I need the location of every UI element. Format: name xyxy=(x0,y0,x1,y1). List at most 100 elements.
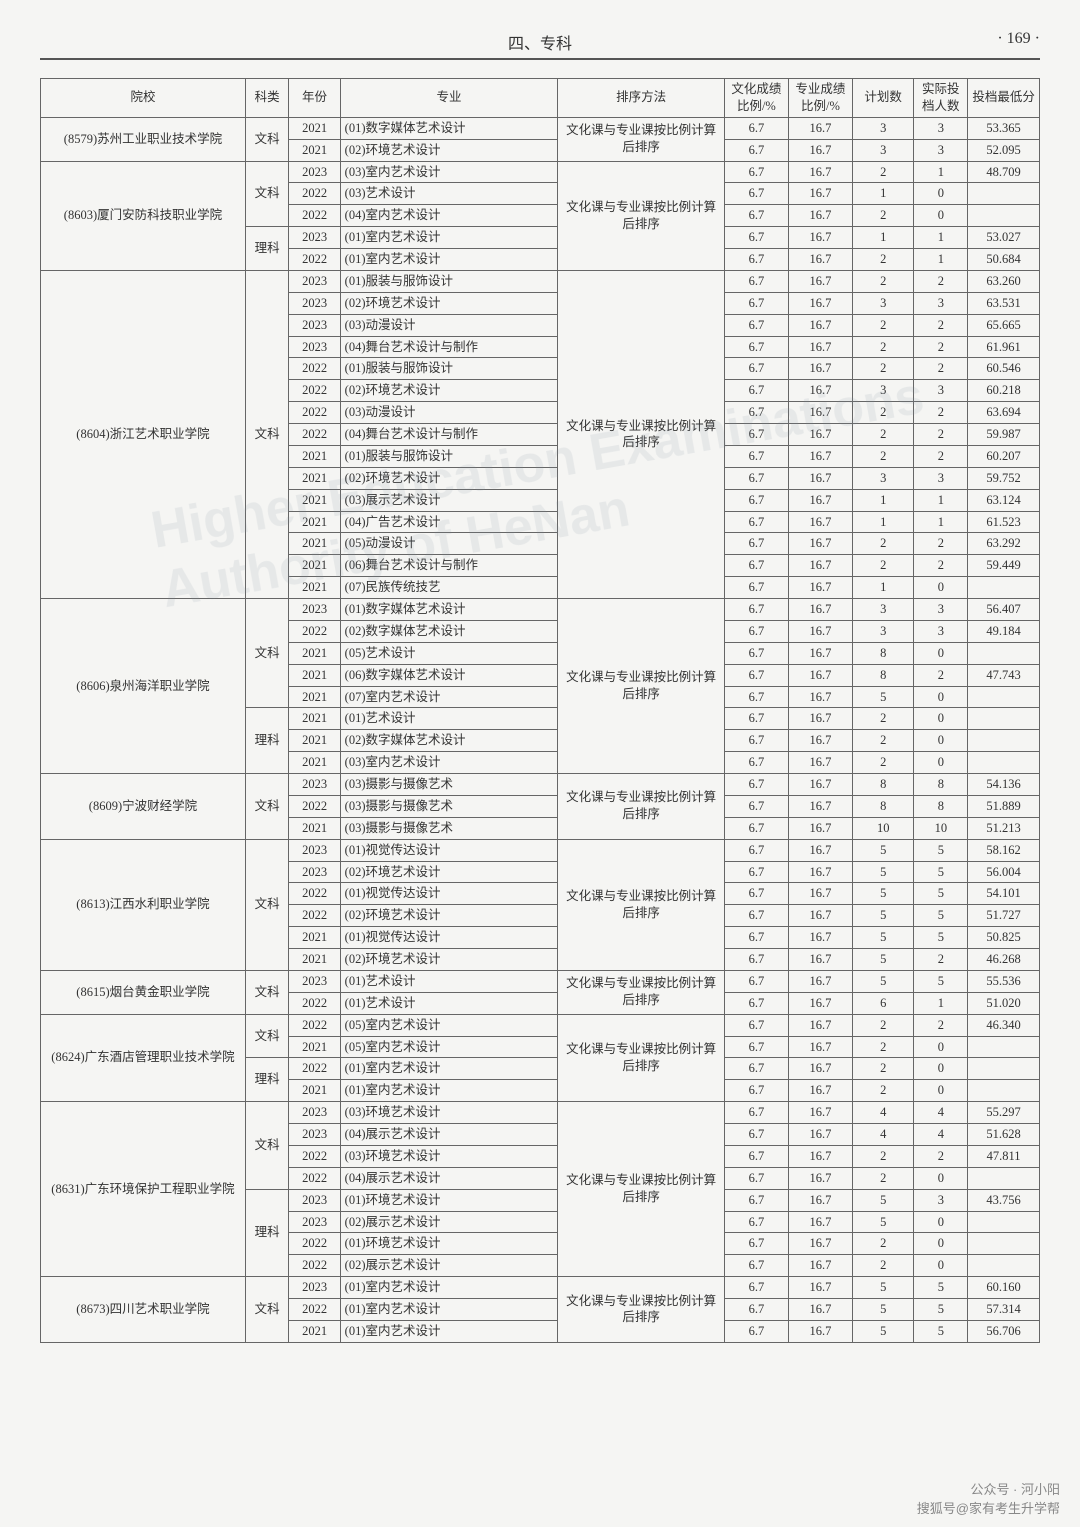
cell-actual: 3 xyxy=(914,117,968,139)
cell-major: (02)环境艺术设计 xyxy=(340,905,558,927)
cell-major: (04)展示艺术设计 xyxy=(340,1124,558,1146)
cell-score: 57.314 xyxy=(968,1299,1040,1321)
cell-track: 理科 xyxy=(245,1058,289,1102)
cell-score: 51.727 xyxy=(968,905,1040,927)
cell-year: 2022 xyxy=(289,1014,340,1036)
cell-p2: 16.7 xyxy=(788,227,852,249)
table-row: (8604)浙江艺术职业学院文科2023(01)服装与服饰设计文化课与专业课按比… xyxy=(41,270,1040,292)
cell-year: 2021 xyxy=(289,555,340,577)
cell-score: 46.340 xyxy=(968,1014,1040,1036)
cell-p2: 16.7 xyxy=(788,511,852,533)
cell-plan: 2 xyxy=(852,249,913,271)
cell-p1: 6.7 xyxy=(724,752,788,774)
cell-major: (05)动漫设计 xyxy=(340,533,558,555)
cell-score: 50.684 xyxy=(968,249,1040,271)
cell-score xyxy=(968,1058,1040,1080)
cell-actual: 2 xyxy=(914,336,968,358)
cell-p2: 16.7 xyxy=(788,1036,852,1058)
cell-plan: 10 xyxy=(852,817,913,839)
cell-actual: 2 xyxy=(914,314,968,336)
cell-p2: 16.7 xyxy=(788,883,852,905)
cell-year: 2022 xyxy=(289,402,340,424)
cell-plan: 1 xyxy=(852,227,913,249)
cell-track: 理科 xyxy=(245,708,289,774)
cell-score: 63.260 xyxy=(968,270,1040,292)
cell-year: 2023 xyxy=(289,861,340,883)
cell-p1: 6.7 xyxy=(724,620,788,642)
cell-major: (05)艺术设计 xyxy=(340,642,558,664)
cell-major: (03)室内艺术设计 xyxy=(340,161,558,183)
cell-year: 2021 xyxy=(289,117,340,139)
cell-score: 53.027 xyxy=(968,227,1040,249)
cell-year: 2021 xyxy=(289,1320,340,1342)
cell-major: (02)数字媒体艺术设计 xyxy=(340,730,558,752)
table-row: (8613)江西水利职业学院文科2023(01)视觉传达设计文化课与专业课按比例… xyxy=(41,839,1040,861)
cell-score: 51.889 xyxy=(968,795,1040,817)
cell-track: 文科 xyxy=(245,774,289,840)
cell-year: 2023 xyxy=(289,227,340,249)
cell-actual: 0 xyxy=(914,1080,968,1102)
cell-p1: 6.7 xyxy=(724,905,788,927)
table-row: (8624)广东酒店管理职业技术学院文科2022(05)室内艺术设计文化课与专业… xyxy=(41,1014,1040,1036)
col-year: 年份 xyxy=(289,79,340,118)
cell-actual: 3 xyxy=(914,599,968,621)
cell-p1: 6.7 xyxy=(724,1080,788,1102)
cell-p1: 6.7 xyxy=(724,1255,788,1277)
cell-plan: 5 xyxy=(852,861,913,883)
cell-p2: 16.7 xyxy=(788,1167,852,1189)
cell-plan: 8 xyxy=(852,774,913,796)
cell-p1: 6.7 xyxy=(724,1277,788,1299)
cell-actual: 5 xyxy=(914,1299,968,1321)
cell-major: (01)数字媒体艺术设计 xyxy=(340,117,558,139)
cell-plan: 5 xyxy=(852,970,913,992)
cell-year: 2021 xyxy=(289,577,340,599)
page-header: 四、专科 · 169 · xyxy=(40,30,1040,60)
cell-p1: 6.7 xyxy=(724,1124,788,1146)
cell-sort-method: 文化课与专业课按比例计算后排序 xyxy=(558,270,725,598)
cell-year: 2021 xyxy=(289,139,340,161)
cell-score: 43.756 xyxy=(968,1189,1040,1211)
cell-p2: 16.7 xyxy=(788,205,852,227)
cell-track: 文科 xyxy=(245,839,289,970)
cell-score: 56.004 xyxy=(968,861,1040,883)
cell-p2: 16.7 xyxy=(788,795,852,817)
cell-track: 文科 xyxy=(245,970,289,1014)
cell-plan: 5 xyxy=(852,1320,913,1342)
cell-major: (01)环境艺术设计 xyxy=(340,1233,558,1255)
cell-p1: 6.7 xyxy=(724,445,788,467)
cell-major: (02)展示艺术设计 xyxy=(340,1255,558,1277)
cell-major: (03)环境艺术设计 xyxy=(340,1102,558,1124)
cell-score: 63.694 xyxy=(968,402,1040,424)
cell-actual: 5 xyxy=(914,970,968,992)
cell-year: 2021 xyxy=(289,730,340,752)
cell-year: 2022 xyxy=(289,905,340,927)
cell-year: 2022 xyxy=(289,883,340,905)
cell-school: (8615)烟台黄金职业学院 xyxy=(41,970,246,1014)
cell-p2: 16.7 xyxy=(788,752,852,774)
cell-p1: 6.7 xyxy=(724,642,788,664)
cell-actual: 3 xyxy=(914,1189,968,1211)
cell-school: (8606)泉州海洋职业学院 xyxy=(41,599,246,774)
cell-p2: 16.7 xyxy=(788,117,852,139)
cell-track: 文科 xyxy=(245,1014,289,1058)
table-row: (8631)广东环境保护工程职业学院文科2023(03)环境艺术设计文化课与专业… xyxy=(41,1102,1040,1124)
cell-actual: 4 xyxy=(914,1124,968,1146)
cell-plan: 5 xyxy=(852,1189,913,1211)
cell-year: 2022 xyxy=(289,424,340,446)
cell-p2: 16.7 xyxy=(788,1299,852,1321)
cell-year: 2022 xyxy=(289,1058,340,1080)
cell-p2: 16.7 xyxy=(788,139,852,161)
cell-score: 50.825 xyxy=(968,927,1040,949)
cell-year: 2021 xyxy=(289,1080,340,1102)
cell-p2: 16.7 xyxy=(788,839,852,861)
cell-p2: 16.7 xyxy=(788,292,852,314)
cell-year: 2023 xyxy=(289,1124,340,1146)
cell-plan: 8 xyxy=(852,795,913,817)
cell-year: 2023 xyxy=(289,1277,340,1299)
cell-year: 2022 xyxy=(289,183,340,205)
cell-p1: 6.7 xyxy=(724,358,788,380)
col-school: 院校 xyxy=(41,79,246,118)
cell-score: 59.987 xyxy=(968,424,1040,446)
cell-major: (01)室内艺术设计 xyxy=(340,1058,558,1080)
cell-year: 2023 xyxy=(289,1102,340,1124)
